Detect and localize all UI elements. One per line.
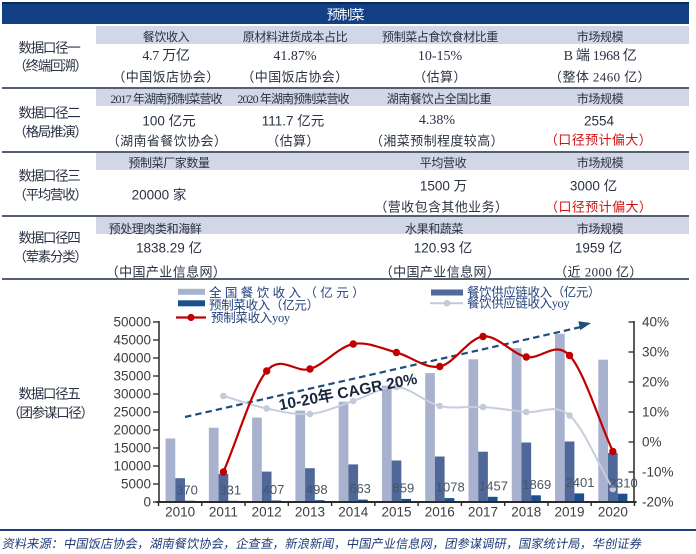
svg-text:2012: 2012 xyxy=(252,505,282,520)
svg-text:20%: 20% xyxy=(642,375,669,390)
svg-text:498: 498 xyxy=(306,482,328,497)
svg-text:全国餐饮收入（亿元）: 全国餐饮收入（亿元） xyxy=(209,285,368,300)
svg-text:859: 859 xyxy=(392,481,414,496)
svg-text:0: 0 xyxy=(143,495,151,510)
svg-text:370: 370 xyxy=(176,482,198,497)
svg-text:50000: 50000 xyxy=(113,315,151,330)
svg-text:2401: 2401 xyxy=(566,475,595,490)
svg-text:2014: 2014 xyxy=(338,505,369,520)
svg-text:663: 663 xyxy=(349,481,371,496)
svg-text:0%: 0% xyxy=(642,435,662,450)
svg-text:-10%: -10% xyxy=(642,465,674,480)
svg-text:40000: 40000 xyxy=(113,351,151,366)
svg-text:2017: 2017 xyxy=(468,505,498,520)
svg-text:1457: 1457 xyxy=(479,478,508,493)
svg-text:2010: 2010 xyxy=(165,505,195,520)
svg-text:15000: 15000 xyxy=(113,441,151,456)
svg-text:2310: 2310 xyxy=(609,475,638,490)
svg-text:-20%: -20% xyxy=(642,495,674,510)
svg-text:25000: 25000 xyxy=(113,405,151,420)
svg-text:2016: 2016 xyxy=(425,505,455,520)
svg-text:2015: 2015 xyxy=(381,505,411,520)
svg-text:331: 331 xyxy=(219,482,241,497)
svg-text:餐饮供应链收入（亿元）: 餐饮供应链收入（亿元） xyxy=(467,284,600,299)
svg-text:45000: 45000 xyxy=(113,333,151,348)
svg-text:10000: 10000 xyxy=(113,459,151,474)
svg-text:2011: 2011 xyxy=(209,505,238,520)
svg-text:餐饮供应链收入yoy: 餐饮供应链收入yoy xyxy=(467,296,570,311)
svg-text:1869: 1869 xyxy=(522,477,551,492)
svg-text:2020: 2020 xyxy=(598,505,628,520)
svg-text:30%: 30% xyxy=(642,345,669,360)
svg-text:35000: 35000 xyxy=(113,369,151,384)
svg-text:预制菜收入（亿元）: 预制菜收入（亿元） xyxy=(209,297,319,312)
svg-text:2019: 2019 xyxy=(555,505,585,520)
svg-text:30000: 30000 xyxy=(113,387,151,402)
svg-text:2018: 2018 xyxy=(511,505,541,520)
svg-text:40%: 40% xyxy=(642,315,669,330)
svg-text:5000: 5000 xyxy=(121,477,151,492)
svg-text:预制菜收入yoy: 预制菜收入yoy xyxy=(211,311,291,325)
svg-text:2013: 2013 xyxy=(295,505,325,520)
svg-text:407: 407 xyxy=(263,482,285,497)
svg-text:1078: 1078 xyxy=(436,480,465,495)
svg-text:10%: 10% xyxy=(642,405,669,420)
svg-text:20000: 20000 xyxy=(113,423,151,438)
